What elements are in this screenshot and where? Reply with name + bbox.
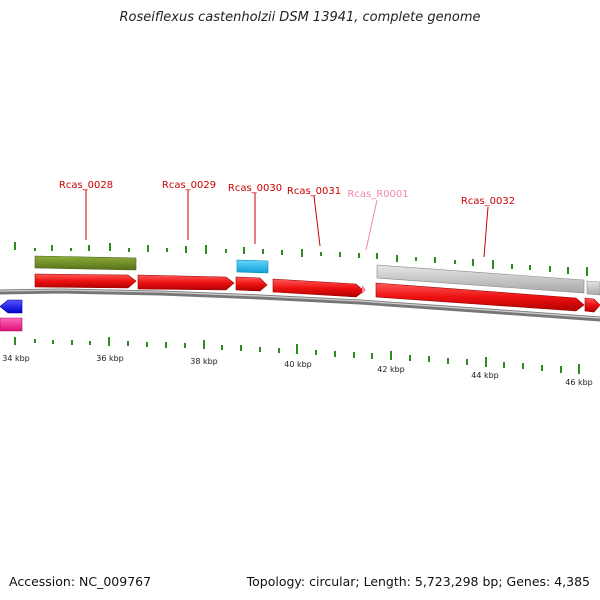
gene-label[interactable]: Rcas_R0001 (347, 189, 408, 200)
gray-feature[interactable] (376, 264, 585, 294)
rna-arrow[interactable] (362, 285, 366, 294)
label-leader (365, 199, 378, 251)
lower-tick-marks (14, 337, 580, 374)
gene-label[interactable]: Rcas_0029 (162, 180, 216, 191)
cds-arrow[interactable] (272, 278, 365, 298)
scale-label: 46 kbp (565, 378, 593, 387)
cds-arrow[interactable] (235, 276, 268, 292)
genome-backbone-highlight (0, 289, 600, 319)
blue-feature[interactable] (0, 299, 23, 314)
scale-label: 38 kbp (190, 357, 218, 366)
gene-label[interactable]: Rcas_0032 (461, 196, 515, 207)
gene-label[interactable]: Rcas_0031 (287, 186, 341, 197)
gray-feature[interactable] (586, 280, 600, 296)
cds-arrow[interactable] (375, 282, 585, 312)
scale-label: 42 kbp (377, 365, 405, 374)
label-leader (313, 195, 321, 247)
cyan-feature[interactable] (236, 259, 269, 274)
upper-tick-marks (14, 242, 588, 276)
scale-label: 40 kbp (284, 360, 312, 369)
magenta-feature[interactable] (0, 317, 23, 332)
genome-backbone (0, 288, 600, 322)
gene-label[interactable]: Rcas_0030 (228, 183, 282, 194)
green-feature[interactable] (34, 255, 137, 271)
genome-title: Roseiflexus castenholzii DSM 13941, comp… (119, 10, 481, 25)
cds-arrow[interactable] (137, 274, 235, 291)
cds-arrow[interactable] (584, 297, 600, 313)
cds-arrow[interactable] (34, 273, 137, 289)
label-leader (483, 206, 489, 258)
scale-label: 44 kbp (471, 371, 499, 380)
gene-label[interactable]: Rcas_0028 (59, 180, 113, 191)
scale-label: 36 kbp (96, 354, 124, 363)
genome-summary-text: Topology: circular; Length: 5,723,298 bp… (246, 574, 590, 589)
accession-text: Accession: NC_009767 (9, 574, 152, 589)
scale-label: 34 kbp (2, 354, 30, 363)
